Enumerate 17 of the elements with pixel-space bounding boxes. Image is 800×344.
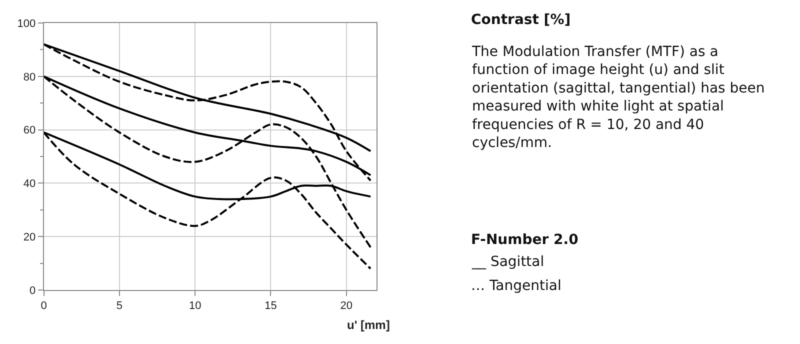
text: Contrast [%] (471, 12, 571, 28)
text: F-Number 2.0 (471, 232, 579, 248)
x-tick-label: 0 (40, 300, 47, 312)
y-tick-label: 80 (23, 71, 36, 84)
x-tick-label: 10 (188, 300, 202, 312)
y-tick-label: 40 (23, 178, 36, 190)
text: The Modulation Transfer (MTF) as a function of image height (u) and slit orientation (sagittal, tangential) has been measured with white light at spatial frequencies of R = 10, 20 and 40 cycles/mm. (471, 44, 765, 151)
y-tick-label: 20 (23, 231, 36, 244)
text: … Tangential (471, 278, 562, 294)
x-tick-label: 20 (340, 300, 352, 312)
x-tick-label: 5 (116, 300, 123, 312)
y-tick-label: 0 (30, 284, 36, 297)
y-tick-label: 60 (23, 124, 36, 137)
y-tick-label: 100 (17, 18, 36, 30)
text: __ Sagittal (471, 254, 544, 270)
x-tick-label: 15 (264, 300, 277, 312)
x-axis-title: u' [mm] (347, 318, 390, 332)
